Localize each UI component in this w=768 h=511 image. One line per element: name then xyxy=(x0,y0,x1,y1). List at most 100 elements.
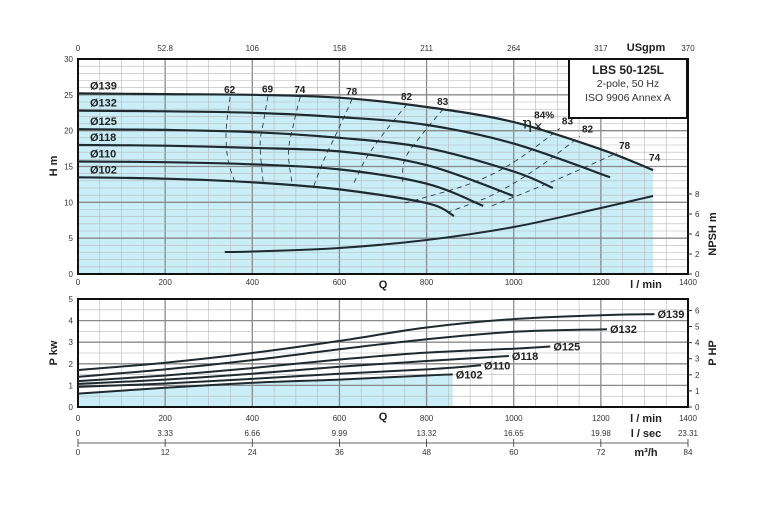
head-curve xyxy=(77,160,484,207)
x-tick-label: 36 xyxy=(335,448,344,457)
head-curve-label: Ø118 xyxy=(90,132,116,144)
y-tick-label: 10 xyxy=(64,198,73,207)
title-box: LBS 50-125L 2-pole, 50 Hz ISO 9906 Annex… xyxy=(568,58,688,119)
efficiency-label: 82 xyxy=(401,92,413,103)
efficiency-contour xyxy=(446,136,581,213)
efficiency-label: 78 xyxy=(346,87,358,98)
x-unit-label: l / sec xyxy=(631,428,662,440)
efficiency-contour xyxy=(312,98,353,188)
power-curve-label: Ø110 xyxy=(484,360,510,372)
head-curve xyxy=(77,176,455,217)
x-tick-label: 24 xyxy=(248,448,257,457)
x-tick-label: 3.33 xyxy=(157,429,173,438)
x-unit-label: l / min xyxy=(630,413,662,425)
x-unit-label: m³/h xyxy=(634,447,658,459)
head-shaded-area xyxy=(78,93,654,275)
efficiency-contour xyxy=(352,103,408,186)
x-tick-label: 19.98 xyxy=(591,429,612,438)
test-standard: ISO 9906 Annex A xyxy=(585,92,671,104)
x-tick-label: 600 xyxy=(333,414,347,423)
efficiency-label: 78 xyxy=(619,141,631,152)
hp-tick-label: 1 xyxy=(695,387,700,396)
x-tick-label: 400 xyxy=(246,414,260,423)
npsh-curve xyxy=(224,195,654,253)
kw-tick-label: 2 xyxy=(69,360,74,369)
hp-tick-label: 0 xyxy=(695,403,700,412)
power-curve-label: Ø139 xyxy=(657,309,684,321)
head-curve xyxy=(77,128,554,190)
head-curve xyxy=(77,143,514,197)
power-x-axis-title: Q xyxy=(379,411,388,423)
power-curve xyxy=(77,355,509,385)
x-tick-label: 200 xyxy=(158,414,172,423)
npsh-tick-label: 8 xyxy=(695,190,700,199)
usgpm-tick-label: 317 xyxy=(594,44,608,53)
x-tick-label: 200 xyxy=(158,278,172,287)
kw-tick-label: 1 xyxy=(69,381,74,390)
x-tick-label: 1200 xyxy=(592,278,610,287)
pump-model: LBS 50-125L xyxy=(591,63,665,77)
hp-tick-label: 3 xyxy=(695,355,700,364)
power-plot-frame xyxy=(77,298,689,408)
y-tick-label: 15 xyxy=(64,163,73,172)
efficiency-contour xyxy=(287,96,301,184)
x-tick-label: 72 xyxy=(596,448,605,457)
npsh-tick-label: 0 xyxy=(695,270,700,279)
usgpm-tick-label: 264 xyxy=(507,44,521,53)
head-curve-label: Ø132 xyxy=(90,98,117,110)
efficiency-contour xyxy=(402,108,444,185)
kw-tick-label: 0 xyxy=(69,403,74,412)
eta-symbol: η xyxy=(522,113,532,132)
x-tick-label: 1200 xyxy=(592,414,610,423)
power-curve-label: Ø132 xyxy=(610,324,637,336)
head-curve-label: Ø102 xyxy=(90,164,117,176)
y-tick-label: 20 xyxy=(64,127,73,136)
x-tick-label: 48 xyxy=(422,448,431,457)
hp-axis-title: P HP xyxy=(707,340,719,365)
x-tick-label: 23.31 xyxy=(678,429,699,438)
x-tick-label: 0 xyxy=(76,414,81,423)
kw-tick-label: 4 xyxy=(69,317,74,326)
efficiency-label: 83 xyxy=(437,97,449,108)
head-curve xyxy=(77,109,611,179)
hp-tick-label: 4 xyxy=(695,339,700,348)
power-curve xyxy=(77,313,655,372)
y-tick-label: 30 xyxy=(64,55,73,64)
usgpm-tick-label: 0 xyxy=(76,44,81,53)
x-tick-label: 6.66 xyxy=(244,429,260,438)
efficiency-contour xyxy=(491,152,618,207)
usgpm-tick-label: 106 xyxy=(246,44,260,53)
bep-marker xyxy=(534,122,542,130)
x-tick-label: 13.32 xyxy=(417,429,438,438)
x-tick-label: 12 xyxy=(161,448,170,457)
x-tick-label: 84 xyxy=(684,448,693,457)
hp-tick-label: 5 xyxy=(695,323,700,332)
kw-tick-label: 5 xyxy=(69,295,74,304)
hp-tick-label: 2 xyxy=(695,371,700,380)
x-tick-label: 16.65 xyxy=(504,429,525,438)
pump-speed: 2-pole, 50 Hz xyxy=(596,78,660,90)
head-curve-label: Ø110 xyxy=(90,148,116,160)
x-tick-label: 0 xyxy=(76,429,81,438)
power-curve xyxy=(77,364,482,388)
y-tick-label: 5 xyxy=(69,234,74,243)
power-curve xyxy=(77,373,453,395)
x-tick-label: 400 xyxy=(246,278,260,287)
npsh-tick-label: 6 xyxy=(695,210,700,219)
x-tick-label: 800 xyxy=(420,414,434,423)
power-curve-label: Ø125 xyxy=(553,342,580,354)
npsh-tick-label: 4 xyxy=(695,230,700,239)
power-curve xyxy=(77,328,608,378)
x-tick-label: 1000 xyxy=(505,278,523,287)
usgpm-unit: USgpm xyxy=(627,42,666,54)
efficiency-label: 62 xyxy=(224,85,236,96)
x-axis-unit: l / min xyxy=(630,279,662,291)
head-curve-label: Ø125 xyxy=(90,116,117,128)
x-tick-label: 600 xyxy=(333,278,347,287)
x-tick-label: 1400 xyxy=(679,278,697,287)
usgpm-tick-label: 211 xyxy=(420,44,433,53)
x-tick-label: 0 xyxy=(76,448,81,457)
power-curve xyxy=(77,345,551,383)
npsh-axis-title: NPSH m xyxy=(707,212,719,256)
y-tick-label: 0 xyxy=(69,270,74,279)
